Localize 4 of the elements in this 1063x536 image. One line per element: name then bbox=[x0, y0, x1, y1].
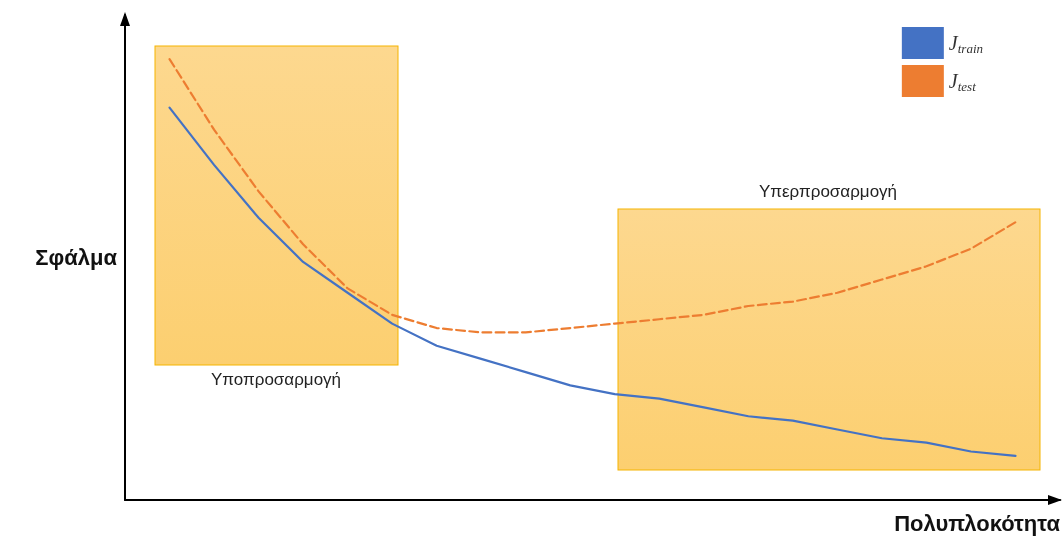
annotation: Υποπροσαρμογή bbox=[210, 370, 342, 390]
y-axis-title: Σφάλμα bbox=[35, 245, 118, 270]
annotation: Υπερπροσαρμογή bbox=[758, 182, 898, 202]
x-axis-title: Πολυπλοκότητα bbox=[894, 510, 1061, 536]
